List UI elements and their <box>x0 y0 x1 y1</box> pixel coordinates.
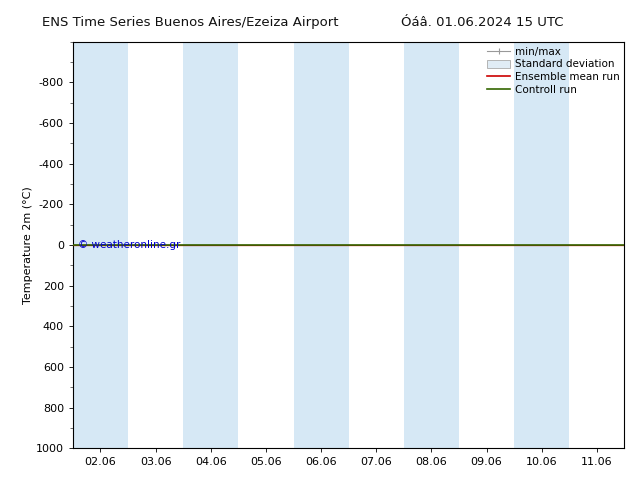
Bar <box>183 42 238 448</box>
Bar <box>73 42 128 448</box>
Text: © weatheronline.gr: © weatheronline.gr <box>79 240 181 250</box>
Text: Óáâ. 01.06.2024 15 UTC: Óáâ. 01.06.2024 15 UTC <box>401 16 563 29</box>
Y-axis label: Temperature 2m (°C): Temperature 2m (°C) <box>23 186 33 304</box>
Bar <box>404 42 459 448</box>
Bar <box>294 42 349 448</box>
Bar <box>514 42 569 448</box>
Legend: min/max, Standard deviation, Ensemble mean run, Controll run: min/max, Standard deviation, Ensemble me… <box>486 45 621 97</box>
Text: ENS Time Series Buenos Aires/Ezeiza Airport: ENS Time Series Buenos Aires/Ezeiza Airp… <box>42 16 339 29</box>
